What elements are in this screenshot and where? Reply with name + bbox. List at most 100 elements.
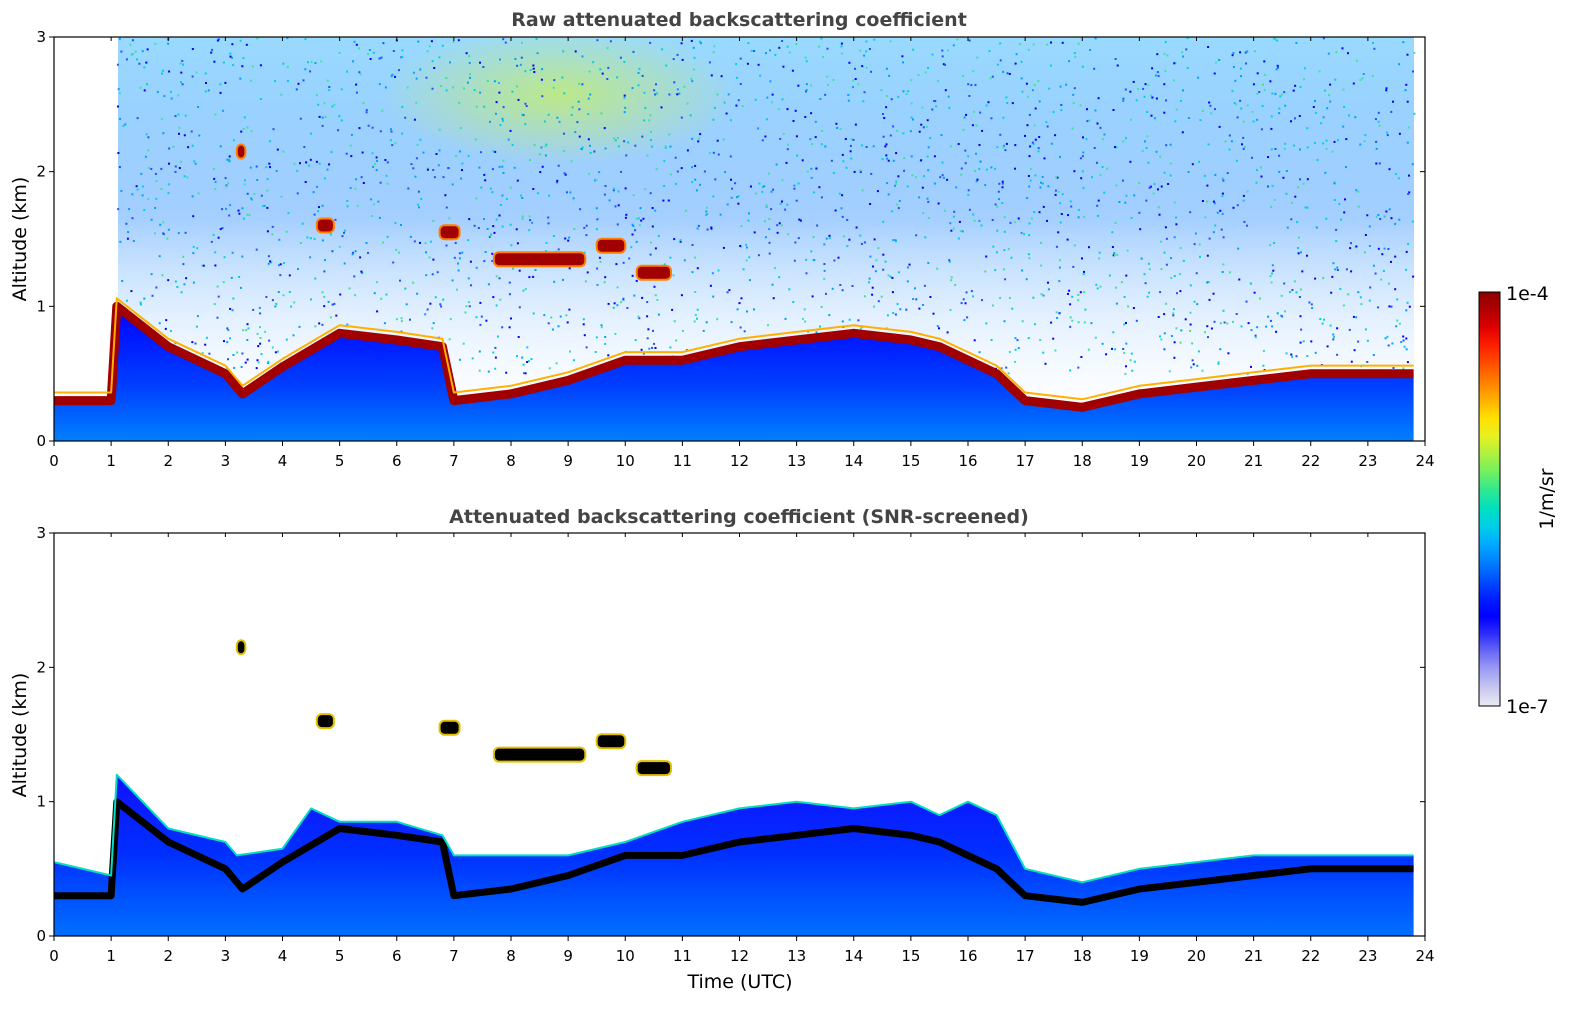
noise-speck: [1276, 312, 1279, 315]
noise-speck: [395, 248, 398, 251]
noise-speck: [863, 54, 866, 57]
noise-speck: [432, 220, 435, 222]
noise-speck: [710, 226, 713, 229]
noise-speck: [885, 67, 888, 70]
noise-speck: [1086, 108, 1088, 111]
noise-speck: [119, 117, 122, 120]
noise-speck: [956, 38, 959, 41]
noise-speck: [286, 37, 289, 40]
noise-speck: [660, 106, 663, 109]
noise-speck: [353, 40, 356, 43]
noise-speck: [1138, 211, 1141, 214]
noise-speck: [823, 277, 826, 280]
noise-speck: [810, 112, 813, 115]
noise-speck: [805, 83, 808, 86]
noise-speck: [1263, 60, 1266, 63]
noise-speck: [405, 303, 408, 306]
noise-speck: [880, 89, 883, 92]
noise-speck: [384, 86, 387, 89]
noise-speck: [851, 285, 854, 287]
noise-speck: [331, 303, 334, 306]
noise-speck: [293, 301, 296, 304]
noise-speck: [730, 196, 733, 199]
noise-speck: [510, 244, 513, 247]
noise-speck: [457, 262, 459, 265]
noise-speck: [1366, 361, 1369, 363]
noise-speck: [1411, 220, 1414, 223]
noise-speck: [926, 155, 929, 158]
noise-speck: [923, 175, 926, 178]
noise-speck: [282, 262, 285, 265]
noise-speck: [786, 203, 789, 206]
noise-speck: [559, 315, 562, 318]
noise-speck: [160, 167, 163, 170]
noise-speck: [438, 149, 441, 152]
noise-speck: [1157, 188, 1159, 191]
noise-speck: [181, 59, 184, 62]
noise-speck: [681, 58, 684, 61]
noise-speck: [1169, 174, 1172, 177]
noise-speck: [1050, 41, 1052, 44]
noise-speck: [143, 89, 146, 92]
noise-speck: [1189, 329, 1192, 332]
noise-speck: [487, 370, 490, 373]
noise-speck: [1368, 299, 1371, 302]
noise-speck: [921, 186, 924, 189]
noise-speck: [426, 168, 429, 171]
noise-speck: [1299, 85, 1302, 88]
noise-speck: [282, 294, 285, 297]
noise-speck: [1042, 294, 1045, 297]
noise-speck: [941, 55, 944, 58]
noise-speck: [1306, 206, 1309, 209]
noise-speck: [1392, 100, 1394, 103]
noise-speck: [754, 98, 757, 101]
noise-speck: [162, 233, 165, 236]
noise-speck: [491, 168, 494, 171]
noise-speck: [182, 263, 185, 266]
noise-speck: [1291, 201, 1294, 204]
noise-speck: [279, 263, 282, 266]
noise-speck: [271, 299, 274, 302]
noise-speck: [745, 243, 748, 246]
noise-speck: [275, 170, 278, 172]
noise-speck: [117, 208, 120, 211]
noise-speck: [469, 73, 472, 76]
noise-speck: [563, 92, 566, 95]
bot-x-tick-label: 5: [335, 947, 345, 965]
noise-speck: [349, 144, 352, 147]
noise-speck: [847, 99, 850, 102]
noise-speck: [1407, 242, 1410, 245]
noise-speck: [329, 316, 332, 319]
noise-speck: [886, 95, 889, 97]
noise-speck: [582, 318, 585, 321]
noise-speck: [880, 295, 883, 298]
noise-speck: [241, 207, 244, 210]
noise-speck: [860, 327, 862, 330]
noise-speck: [431, 60, 434, 63]
noise-speck: [1322, 37, 1325, 40]
noise-speck: [787, 233, 790, 236]
noise-speck: [1386, 335, 1389, 338]
noise-speck: [641, 135, 644, 138]
noise-speck: [468, 218, 471, 221]
noise-speck: [1181, 51, 1183, 54]
noise-speck: [1206, 184, 1209, 187]
noise-speck: [150, 273, 153, 276]
noise-speck: [355, 83, 358, 86]
noise-speck: [1069, 369, 1072, 372]
noise-speck: [1207, 281, 1210, 283]
noise-speck: [1015, 53, 1018, 56]
noise-speck: [539, 171, 542, 173]
noise-speck: [1024, 134, 1026, 137]
noise-speck: [1163, 171, 1166, 174]
noise-speck: [563, 132, 565, 135]
noise-speck: [233, 366, 236, 369]
noise-speck: [1391, 342, 1394, 345]
noise-speck: [214, 180, 217, 183]
noise-speck: [214, 113, 217, 116]
noise-speck: [1254, 336, 1257, 339]
noise-speck: [1398, 132, 1401, 135]
noise-speck: [117, 105, 119, 108]
noise-speck: [1269, 319, 1272, 322]
noise-speck: [778, 46, 781, 49]
